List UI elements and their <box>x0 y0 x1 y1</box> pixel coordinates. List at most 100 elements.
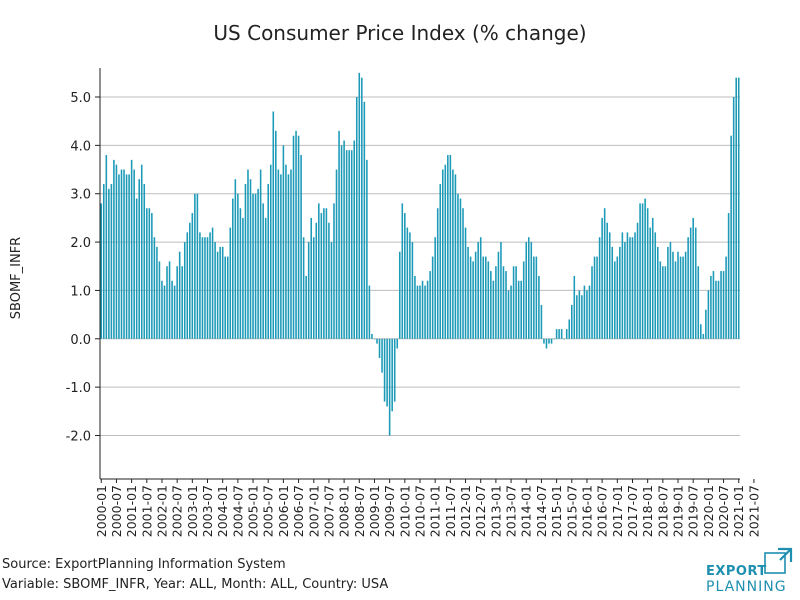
x-tick-label: 2000-07 <box>109 485 124 537</box>
x-tick-label: 2010-01 <box>397 485 412 537</box>
bar <box>626 232 629 339</box>
bar <box>621 232 624 339</box>
bar <box>487 261 490 339</box>
bar <box>333 203 335 339</box>
bar <box>601 217 603 339</box>
bar <box>307 242 310 339</box>
bar <box>108 188 110 339</box>
bar <box>545 338 548 349</box>
bar <box>659 261 662 339</box>
bar <box>201 237 204 339</box>
bar <box>113 159 115 339</box>
bar <box>535 256 538 339</box>
bar <box>221 246 224 339</box>
bar <box>123 169 125 339</box>
y-tick-label: 2.0 <box>70 236 91 251</box>
bar <box>146 208 148 339</box>
bar <box>538 275 540 339</box>
bar <box>252 193 254 339</box>
bar <box>479 237 482 339</box>
bar <box>677 251 679 339</box>
x-tick-label: 2016-07 <box>595 485 610 537</box>
x-tick-label: 2019-07 <box>686 485 701 537</box>
bar <box>502 266 505 339</box>
bar <box>598 237 601 339</box>
bar <box>340 145 343 339</box>
bar <box>211 227 214 339</box>
bar <box>715 280 717 339</box>
bar <box>482 256 485 339</box>
bar <box>441 169 444 339</box>
x-tick-label: 2008-07 <box>352 485 367 537</box>
bar <box>477 242 479 339</box>
x-tick-label: 2015-07 <box>564 485 579 537</box>
bar <box>199 232 201 339</box>
bar <box>191 213 194 339</box>
bar <box>727 213 730 339</box>
bar <box>363 101 366 339</box>
bar <box>100 203 103 339</box>
bar <box>254 193 257 339</box>
bar <box>166 266 168 339</box>
bar <box>196 193 199 339</box>
bar <box>156 246 158 339</box>
bar <box>125 174 128 339</box>
bar <box>505 271 507 339</box>
bar <box>219 246 221 339</box>
x-tick-label: 2005-07 <box>261 485 276 537</box>
bar <box>232 198 234 339</box>
x-tick-label: 2008-01 <box>337 485 352 537</box>
bar <box>608 232 611 339</box>
x-tick-label: 2012-01 <box>458 485 473 537</box>
bar <box>527 237 530 339</box>
bar <box>500 242 502 339</box>
bar <box>310 217 313 339</box>
bar <box>264 217 267 339</box>
bar <box>497 251 500 339</box>
x-tick-label: 2009-07 <box>382 485 397 537</box>
bar <box>421 280 424 339</box>
bar <box>730 135 732 339</box>
x-tick-label: 2015-01 <box>549 485 564 537</box>
bar <box>234 179 237 339</box>
bar <box>171 280 173 339</box>
bar <box>277 169 280 339</box>
x-tick-label: 2017-07 <box>625 485 640 537</box>
bar <box>447 155 449 339</box>
bar <box>173 285 176 339</box>
bar <box>302 237 305 339</box>
bar <box>105 155 108 339</box>
bar <box>120 169 123 339</box>
bar <box>355 97 358 339</box>
x-tick-labels: 2000-01 2000-07 2001-01 2001-07 2002-01 2002-… <box>94 485 762 537</box>
bar <box>404 213 406 339</box>
bar <box>381 338 383 373</box>
y-axis-label: SBOMF_INFR <box>9 237 24 319</box>
bar <box>343 140 345 339</box>
bar <box>449 155 452 339</box>
bar <box>464 227 467 339</box>
bar <box>586 290 588 339</box>
bar <box>115 164 118 339</box>
bar <box>237 193 239 339</box>
bar <box>507 290 510 339</box>
bar <box>469 256 472 339</box>
bar <box>214 242 216 339</box>
bar <box>312 237 315 339</box>
bar <box>398 251 401 339</box>
logo-text-export: EXPORT <box>706 564 767 579</box>
bar <box>705 309 707 339</box>
bar <box>128 174 130 339</box>
x-tick-label: 2002-07 <box>170 485 185 537</box>
bar <box>530 242 533 339</box>
bar <box>570 304 573 339</box>
y-tick-label: 1.0 <box>70 284 91 299</box>
bar <box>517 280 520 339</box>
bar <box>616 256 619 339</box>
bar <box>140 164 143 339</box>
x-tick-label: 2006-01 <box>276 485 291 537</box>
bar <box>414 275 416 339</box>
bar <box>348 150 350 339</box>
bar <box>684 251 687 339</box>
bar <box>103 184 105 339</box>
